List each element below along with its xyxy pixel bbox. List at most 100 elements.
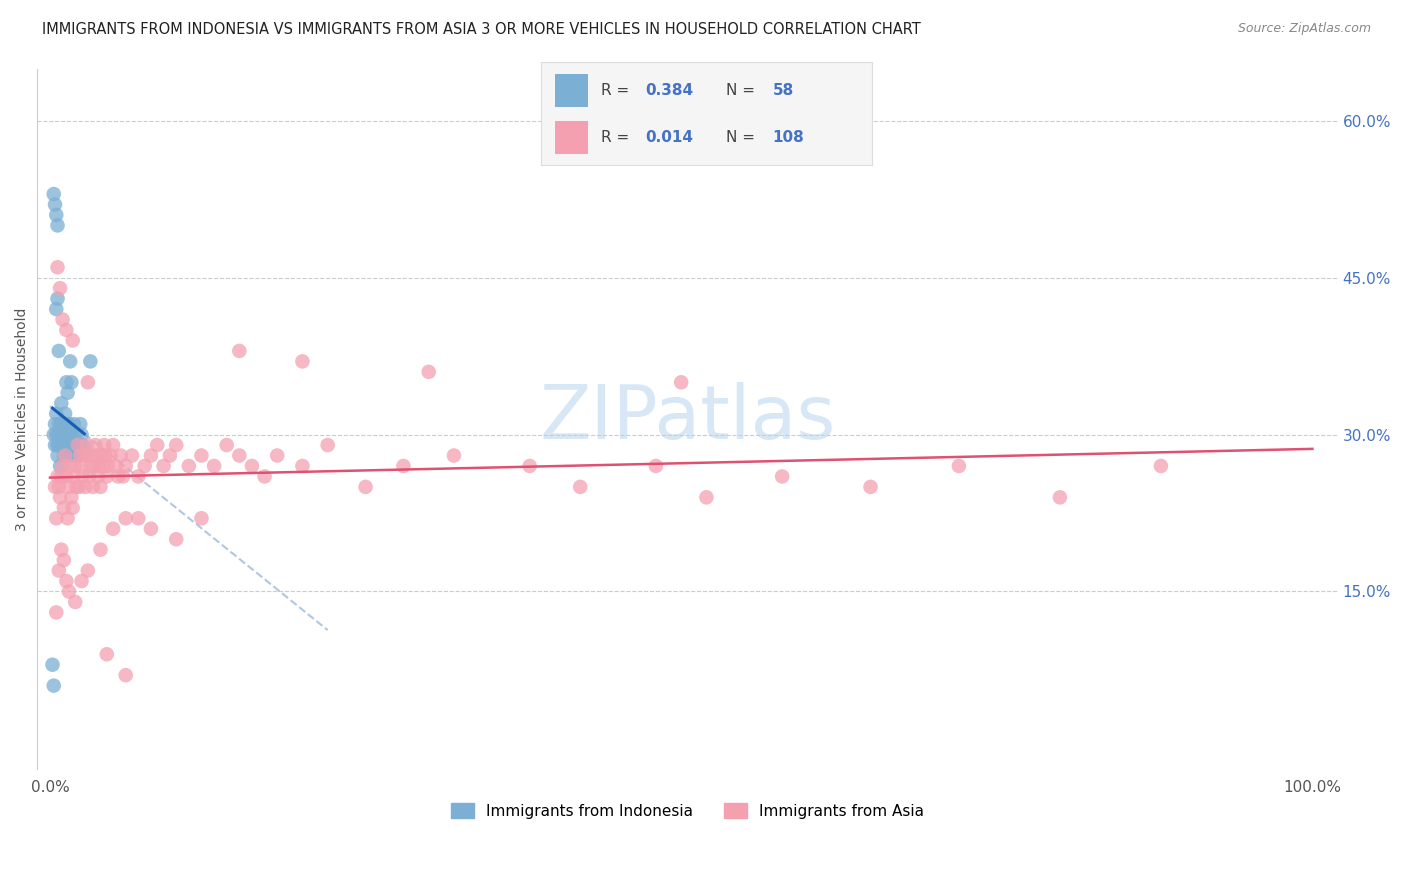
- Point: [53, 449, 76, 463]
- Point: [56, 427, 79, 442]
- Point: [56, 417, 79, 431]
- Point: [49, 491, 72, 505]
- Point: [52, 438, 75, 452]
- Point: [443, 449, 465, 463]
- Point: [63, 458, 86, 473]
- Point: [76, 564, 98, 578]
- Point: [53, 407, 76, 421]
- Point: [63, 427, 86, 442]
- Point: [44, 197, 66, 211]
- Point: [89, 480, 111, 494]
- Point: [72, 438, 94, 452]
- Point: [80, 449, 103, 463]
- Point: [84, 438, 107, 452]
- Point: [152, 458, 174, 473]
- Point: [418, 365, 440, 379]
- Y-axis label: 3 or more Vehicles in Household: 3 or more Vehicles in Household: [15, 307, 30, 531]
- Point: [52, 312, 75, 326]
- Point: [44, 438, 66, 452]
- Legend: Immigrants from Indonesia, Immigrants from Asia: Immigrants from Indonesia, Immigrants fr…: [444, 797, 929, 825]
- Point: [45, 302, 67, 317]
- Point: [91, 458, 114, 473]
- Point: [669, 376, 692, 390]
- Point: [146, 438, 169, 452]
- Point: [45, 427, 67, 442]
- Point: [70, 574, 93, 588]
- Point: [100, 449, 122, 463]
- Point: [46, 449, 69, 463]
- Point: [49, 458, 72, 473]
- Point: [53, 427, 76, 442]
- Point: [48, 343, 70, 358]
- Point: [114, 511, 136, 525]
- Point: [45, 606, 67, 620]
- Point: [97, 458, 120, 473]
- Point: [190, 449, 212, 463]
- Point: [90, 449, 112, 463]
- Point: [55, 438, 77, 452]
- Text: N =: N =: [727, 83, 761, 97]
- Point: [87, 469, 110, 483]
- Point: [77, 469, 100, 483]
- Point: [67, 480, 90, 494]
- Point: [58, 480, 80, 494]
- Point: [69, 417, 91, 431]
- Point: [52, 427, 75, 442]
- Text: 108: 108: [773, 130, 804, 145]
- Point: [62, 500, 84, 515]
- Point: [45, 511, 67, 525]
- Point: [266, 449, 288, 463]
- Point: [51, 396, 73, 410]
- Point: [52, 427, 75, 442]
- Point: [519, 458, 541, 473]
- Point: [215, 438, 238, 452]
- Point: [53, 438, 76, 452]
- Point: [240, 458, 263, 473]
- Point: [83, 458, 105, 473]
- Point: [695, 491, 717, 505]
- Point: [59, 354, 82, 368]
- Point: [52, 500, 75, 515]
- Point: [107, 469, 129, 483]
- Point: [127, 511, 149, 525]
- Point: [51, 542, 73, 557]
- Point: [62, 438, 84, 452]
- Point: [165, 438, 187, 452]
- Point: [73, 449, 96, 463]
- Point: [165, 532, 187, 546]
- Point: [52, 417, 75, 431]
- Text: 0.014: 0.014: [645, 130, 693, 145]
- Point: [228, 343, 250, 358]
- Point: [52, 438, 75, 452]
- Point: [159, 449, 181, 463]
- Point: [569, 480, 592, 494]
- Point: [42, 187, 65, 202]
- Point: [46, 438, 69, 452]
- Point: [63, 417, 86, 431]
- FancyBboxPatch shape: [554, 121, 588, 153]
- Point: [58, 417, 80, 431]
- Point: [228, 449, 250, 463]
- Point: [134, 458, 156, 473]
- Text: Source: ZipAtlas.com: Source: ZipAtlas.com: [1237, 22, 1371, 36]
- Point: [86, 449, 108, 463]
- Point: [46, 219, 69, 233]
- Point: [79, 458, 101, 473]
- Text: 58: 58: [773, 83, 794, 97]
- Point: [51, 469, 73, 483]
- Point: [139, 522, 162, 536]
- Point: [354, 480, 377, 494]
- Point: [1150, 458, 1173, 473]
- Point: [96, 647, 118, 661]
- Point: [58, 438, 80, 452]
- Point: [58, 584, 80, 599]
- Point: [110, 449, 132, 463]
- Point: [55, 323, 77, 337]
- Point: [177, 458, 200, 473]
- Point: [253, 469, 276, 483]
- Point: [48, 417, 70, 431]
- Point: [63, 469, 86, 483]
- Text: R =: R =: [600, 83, 634, 97]
- Point: [52, 553, 75, 567]
- Point: [1049, 491, 1071, 505]
